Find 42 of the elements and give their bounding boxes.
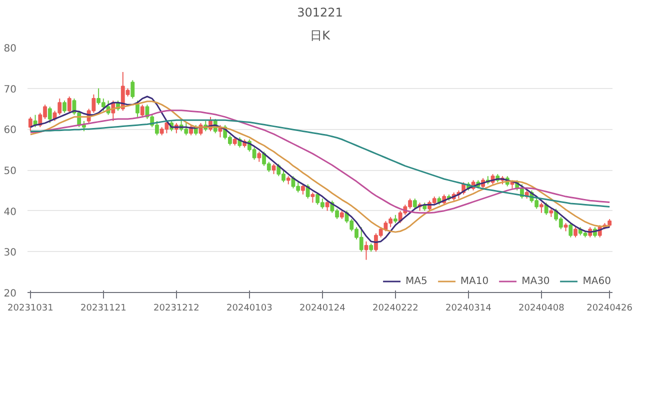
candlestick bbox=[136, 100, 140, 118]
candlestick bbox=[574, 226, 578, 238]
y-tick-label: 30 bbox=[4, 248, 17, 259]
x-tick-label: 20240103 bbox=[226, 304, 272, 314]
x-tick-label: 20231031 bbox=[8, 304, 54, 314]
legend-label: MA5 bbox=[406, 276, 428, 286]
y-tick-label: 20 bbox=[4, 288, 17, 300]
chart-subtitle: 日K bbox=[310, 28, 332, 42]
candlestick bbox=[544, 202, 548, 216]
candlestick bbox=[568, 222, 573, 238]
legend-label: MA60 bbox=[582, 276, 611, 286]
candlestick bbox=[257, 151, 262, 162]
y-tick-label: 60 bbox=[4, 125, 17, 136]
candlestick bbox=[272, 163, 276, 175]
x-tick-label: 20231121 bbox=[80, 304, 126, 314]
candlestick bbox=[130, 80, 135, 100]
x-tick-label: 20240314 bbox=[446, 304, 492, 314]
y-tick-label: 50 bbox=[4, 166, 17, 177]
x-tick-label: 20231212 bbox=[154, 304, 200, 314]
y-tick-label: 70 bbox=[4, 84, 17, 96]
y-tick-label: 80 bbox=[4, 44, 17, 54]
x-tick-label: 20240408 bbox=[518, 304, 565, 314]
x-tick-label: 20240124 bbox=[300, 304, 346, 314]
candlestick bbox=[310, 192, 315, 204]
x-tick-label: 20240426 bbox=[586, 304, 633, 314]
candlestick bbox=[412, 198, 417, 210]
line-series bbox=[30, 110, 610, 214]
candlestick bbox=[364, 240, 368, 260]
chart-title: 301221 bbox=[297, 6, 343, 20]
candlestick bbox=[48, 106, 52, 124]
candlestick bbox=[325, 200, 330, 212]
legend-label: MA30 bbox=[522, 276, 550, 286]
candlestick bbox=[539, 202, 544, 214]
x-tick-label: 20240222 bbox=[372, 304, 418, 314]
candlestick bbox=[301, 184, 305, 195]
legend-label: MA10 bbox=[460, 276, 489, 286]
candlestick bbox=[67, 96, 72, 114]
candlestick bbox=[28, 116, 32, 132]
line-series bbox=[30, 119, 610, 208]
candlestick bbox=[62, 100, 66, 114]
y-tick-label: 40 bbox=[4, 206, 17, 218]
candlestick bbox=[140, 104, 144, 118]
